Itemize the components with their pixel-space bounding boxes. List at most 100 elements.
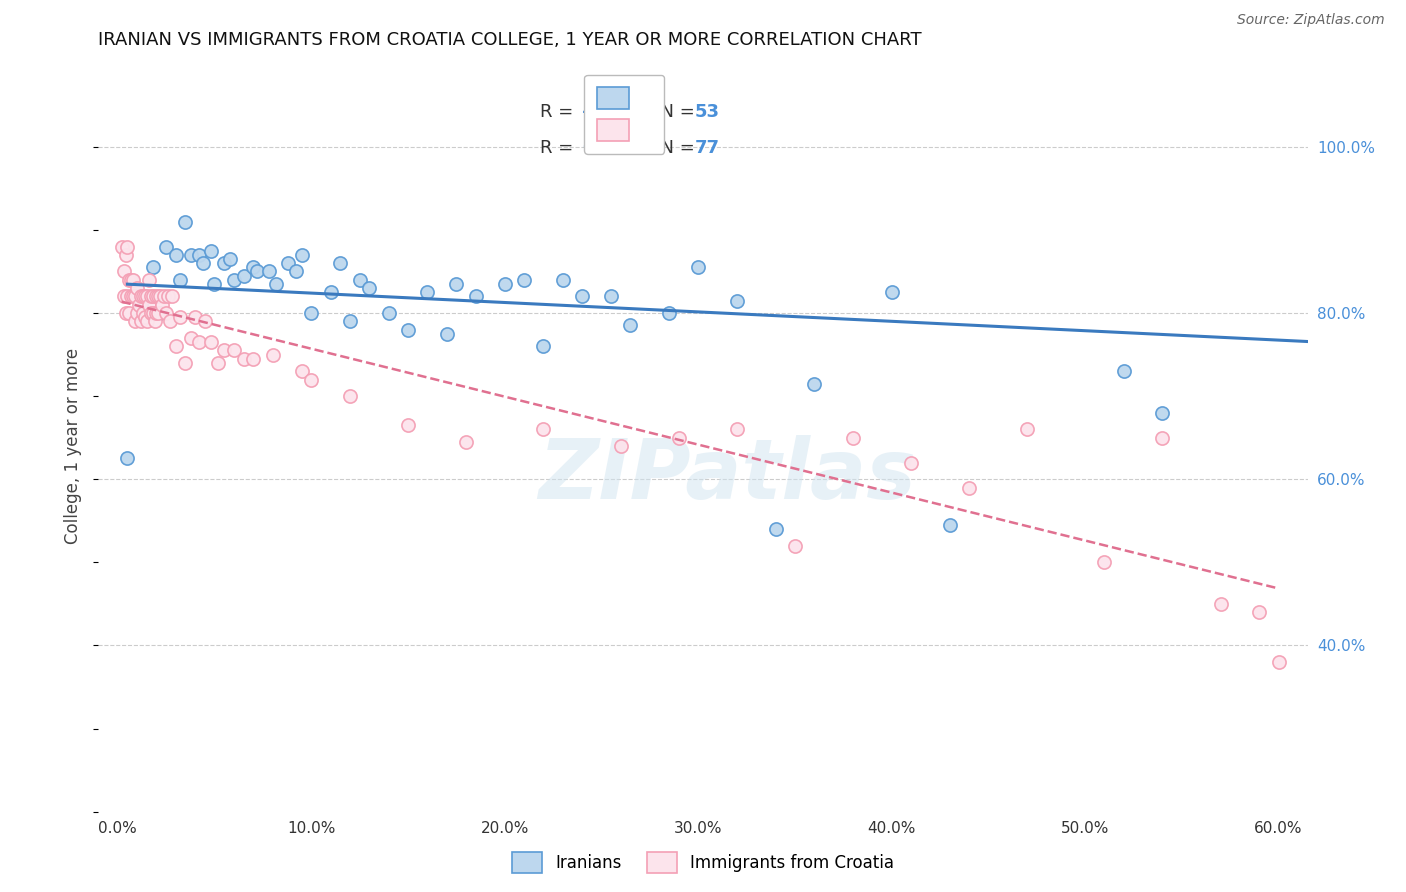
Point (200, 244, 222, 258)
Point (257, 264, 280, 278)
Point (207, 356, 229, 370)
Point (118, 306, 141, 320)
Point (180, 331, 202, 345)
Point (242, 351, 264, 366)
Point (124, 289, 146, 303)
Point (658, 306, 681, 320)
Point (191, 256, 214, 270)
Point (464, 289, 486, 303)
Text: R =: R = (540, 138, 579, 157)
Point (165, 339, 187, 353)
Point (957, 481, 980, 495)
Legend:   ,   : , (585, 75, 665, 154)
Point (1152, 431, 1174, 445)
Point (725, 422, 748, 436)
Point (122, 273, 145, 287)
Point (299, 306, 322, 320)
Text: -0.132: -0.132 (582, 103, 647, 121)
Point (242, 260, 264, 275)
Point (148, 306, 170, 320)
Point (290, 364, 312, 378)
Point (142, 289, 165, 303)
Point (349, 273, 371, 287)
Point (571, 289, 593, 303)
Point (122, 289, 145, 303)
Point (157, 289, 180, 303)
Point (619, 318, 641, 333)
Point (339, 389, 361, 403)
Point (1249, 605, 1271, 619)
Point (138, 273, 160, 287)
Point (132, 306, 155, 320)
Point (1267, 655, 1289, 669)
Point (194, 314, 217, 328)
Point (169, 310, 191, 325)
Point (129, 298, 152, 312)
Point (284, 264, 307, 278)
Point (219, 252, 242, 266)
Point (143, 314, 166, 328)
Point (142, 260, 165, 275)
Point (127, 306, 149, 320)
Point (377, 306, 399, 320)
Point (900, 456, 922, 470)
Point (180, 248, 202, 262)
Point (145, 289, 167, 303)
Point (783, 539, 806, 553)
Point (114, 248, 136, 262)
Point (222, 273, 245, 287)
Point (149, 306, 172, 320)
Point (128, 298, 150, 312)
Text: IRANIAN VS IMMIGRANTS FROM CROATIA COLLEGE, 1 YEAR OR MORE CORRELATION CHART: IRANIAN VS IMMIGRANTS FROM CROATIA COLLE… (98, 31, 922, 49)
Point (494, 277, 516, 291)
Point (551, 273, 574, 287)
Point (396, 323, 419, 337)
Point (1094, 555, 1116, 569)
Point (688, 260, 710, 275)
Point (1015, 422, 1038, 436)
Point (1112, 364, 1135, 378)
Point (610, 439, 633, 453)
Point (232, 268, 254, 283)
Text: R =: R = (540, 103, 579, 121)
Point (416, 285, 439, 300)
Point (396, 418, 419, 433)
Point (174, 214, 197, 228)
Point (803, 376, 825, 391)
Point (135, 314, 157, 328)
Point (842, 431, 865, 445)
Point (135, 289, 157, 303)
Point (155, 306, 177, 320)
Point (880, 285, 903, 300)
Point (124, 314, 146, 328)
Point (531, 422, 554, 436)
Point (668, 431, 690, 445)
Point (188, 335, 211, 350)
Point (155, 239, 177, 253)
Point (120, 273, 142, 287)
Point (200, 335, 222, 350)
Point (117, 239, 139, 253)
Point (188, 248, 211, 262)
Point (149, 289, 172, 303)
Point (938, 518, 960, 533)
Point (134, 289, 156, 303)
Point (129, 314, 152, 328)
Point (262, 348, 284, 362)
Point (212, 256, 235, 270)
Point (139, 306, 162, 320)
Text: N =: N = (648, 103, 700, 121)
Text: N =: N = (648, 138, 700, 157)
Point (454, 434, 477, 449)
Point (165, 248, 187, 262)
Point (159, 314, 181, 328)
Point (148, 289, 170, 303)
Point (174, 356, 197, 370)
Point (118, 273, 141, 287)
Point (112, 264, 135, 278)
Point (153, 289, 176, 303)
Point (600, 289, 623, 303)
Legend: Iranians, Immigrants from Croatia: Iranians, Immigrants from Croatia (505, 846, 901, 880)
Point (246, 264, 269, 278)
Point (212, 343, 235, 358)
